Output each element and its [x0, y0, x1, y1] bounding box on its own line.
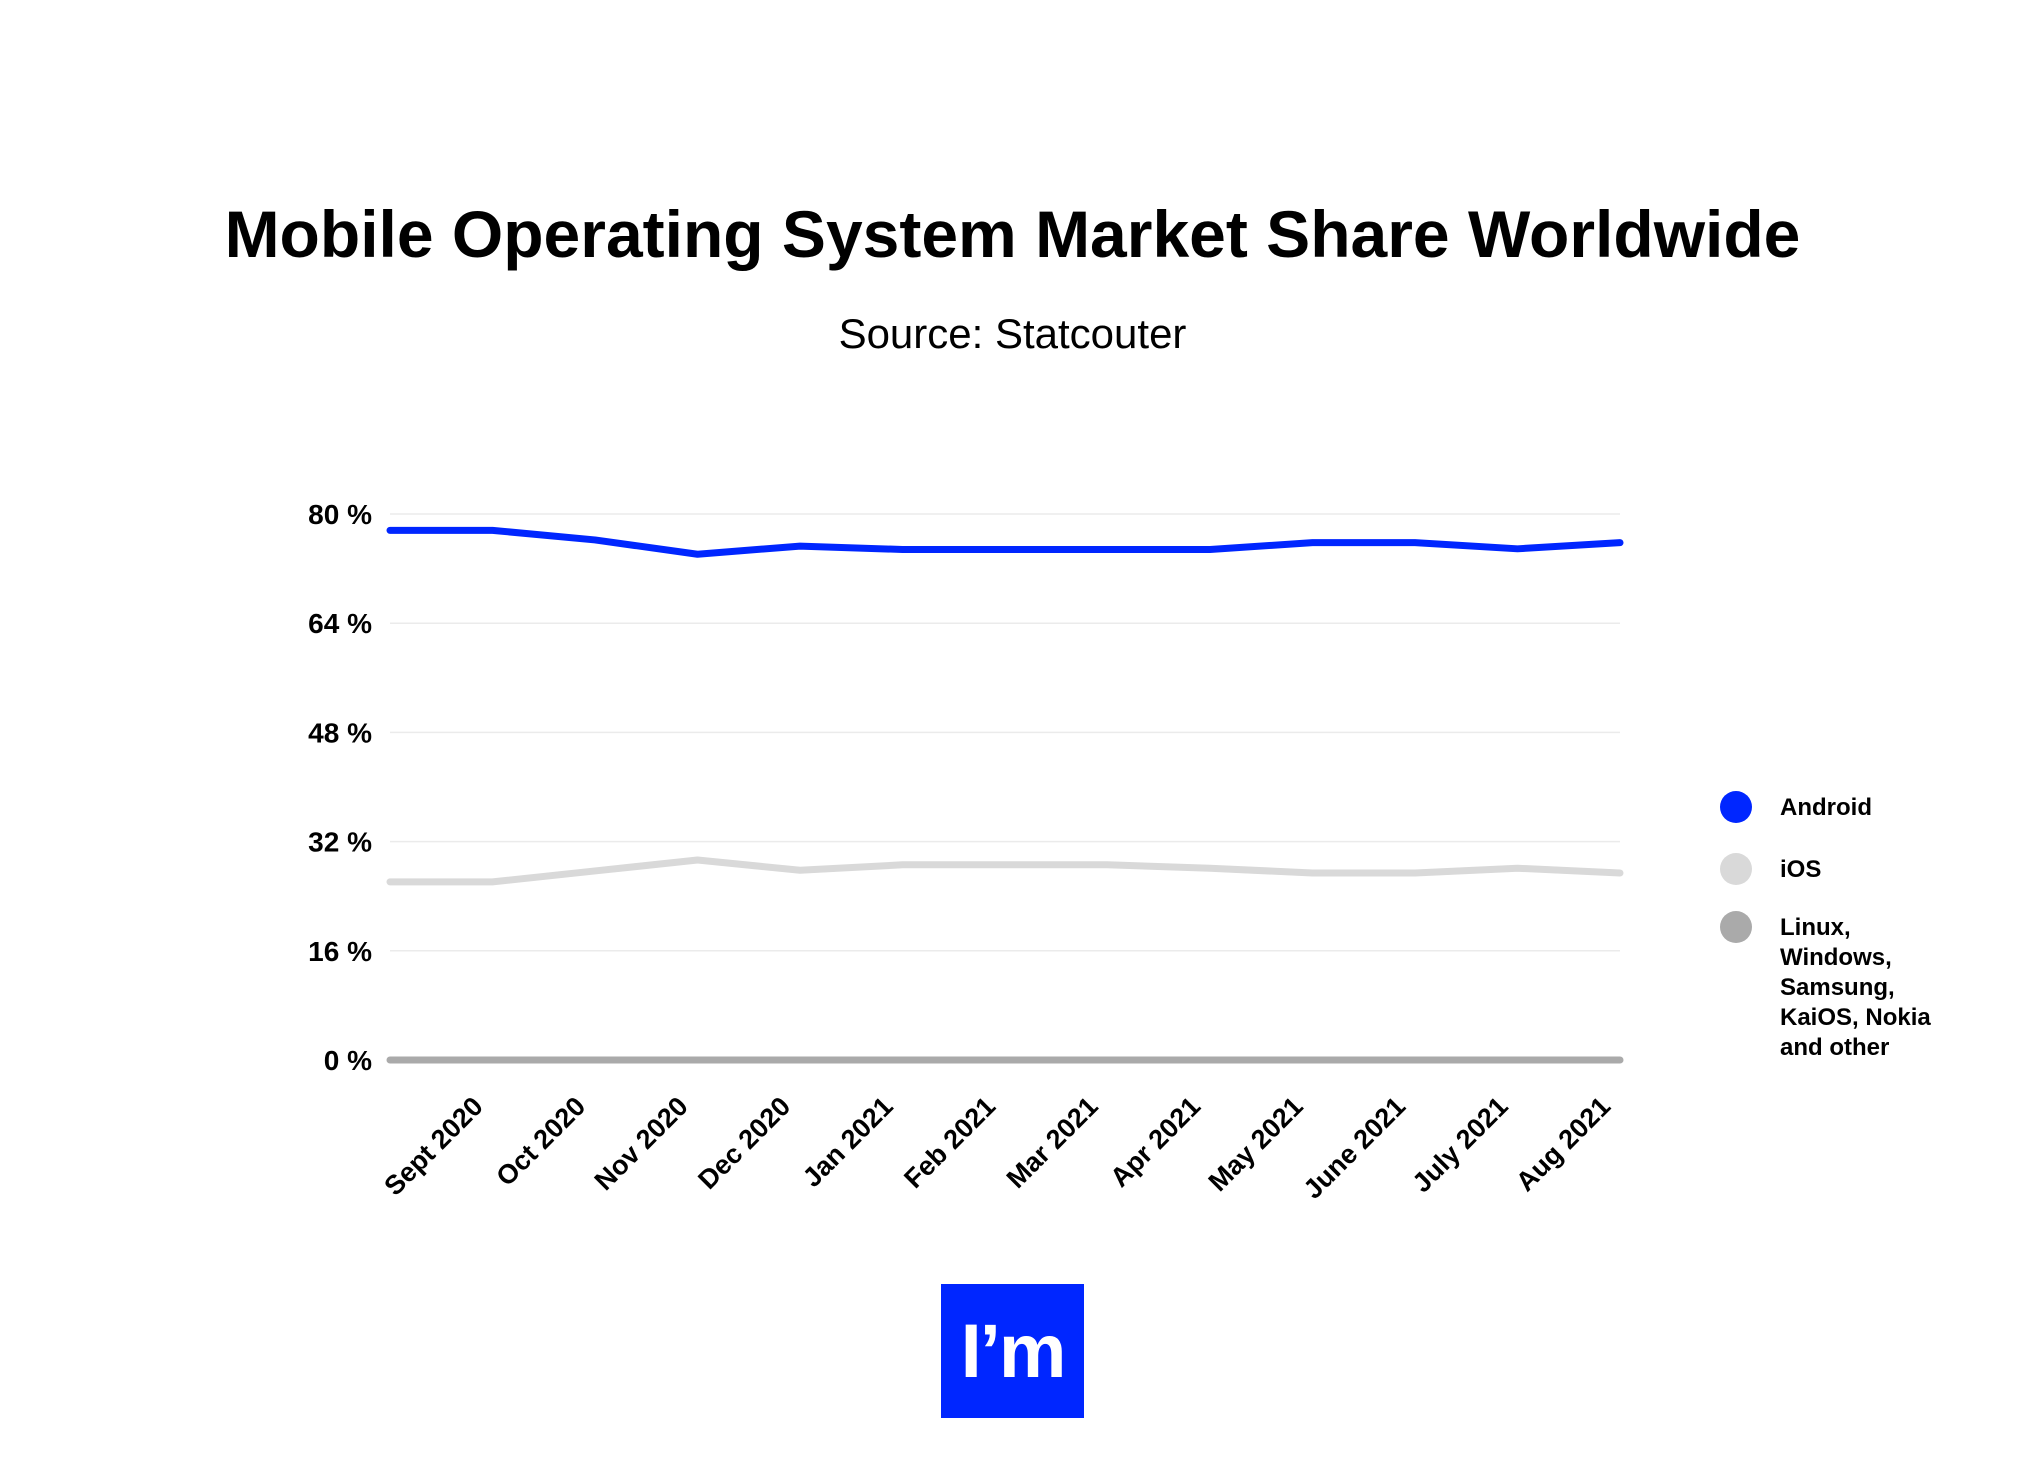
x-tick-label: June 2021	[1298, 1091, 1412, 1205]
x-tick-label: July 2021	[1407, 1091, 1514, 1198]
y-tick-label: 80 %	[308, 499, 372, 530]
logo: I’m	[941, 1284, 1084, 1418]
legend-label: iOS	[1780, 856, 1822, 883]
x-tick-label: Dec 2020	[692, 1091, 796, 1195]
y-tick-label: 32 %	[308, 827, 372, 858]
x-tick-label: Oct 2020	[490, 1091, 591, 1192]
y-tick-label: 16 %	[308, 936, 372, 967]
x-tick-label: Mar 2021	[1001, 1091, 1104, 1194]
chart-subtitle: Source: Statcouter	[838, 310, 1187, 357]
series-line-0	[386, 526, 1624, 558]
y-tick-label: 0 %	[324, 1045, 372, 1076]
line-chart: 0 % 16 % 32 % 48 % 64 % 80 % Sept 2020 Oct 2020…	[308, 499, 1624, 1205]
legend-dot-other	[1720, 911, 1752, 943]
legend-item-ios: iOS	[1720, 853, 1980, 885]
x-tick-label: Apr 2021	[1104, 1091, 1206, 1193]
x-tick-label: Aug 2021	[1510, 1091, 1616, 1197]
legend-dot-ios	[1720, 853, 1752, 885]
legend-item-android: Android	[1720, 791, 1980, 823]
x-tick-label: May 2021	[1203, 1091, 1309, 1197]
legend-item-other: Linux, Windows, Samsung, KaiOS, Nokia an…	[1720, 911, 1950, 1063]
series-line-1	[386, 856, 1624, 886]
legend-label: Linux, Windows, Samsung, KaiOS, Nokia an…	[1780, 914, 1931, 1061]
x-tick-label: Nov 2020	[589, 1091, 694, 1196]
y-tick-label: 64 %	[308, 608, 372, 639]
x-tick-label: Sept 2020	[378, 1091, 488, 1201]
chart-title: Mobile Operating System Market Share Wor…	[224, 197, 1801, 271]
y-tick-label: 48 %	[308, 717, 372, 748]
logo-text: I’m	[960, 1308, 1067, 1394]
legend-label: Android	[1780, 794, 1872, 821]
legend-dot-android	[1720, 791, 1752, 823]
x-tick-label: Jan 2021	[797, 1091, 899, 1193]
x-tick-label: Feb 2021	[898, 1091, 1001, 1194]
